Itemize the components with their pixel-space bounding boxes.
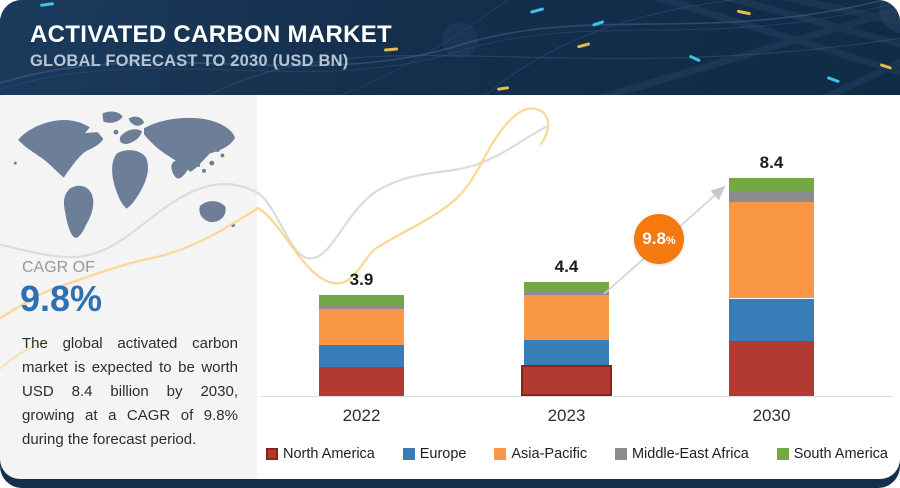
- bar-total-label-2023: 4.4: [554, 256, 579, 276]
- bar-segment-europe-2022: [319, 345, 404, 368]
- legend-swatch-europe: [402, 448, 415, 460]
- world-map: [13, 111, 235, 238]
- cagr-badge-value: 9.8: [642, 229, 666, 248]
- bar-total-label-2030: 8.4: [759, 152, 784, 172]
- x-axis-label-2022: 2022: [342, 406, 381, 425]
- sidebar-summary-panel: CAGR OF 9.8% The global activated carbon…: [0, 95, 257, 479]
- legend-item-europe: Europe: [402, 446, 467, 462]
- content-body: CAGR OF 9.8% The global activated carbon…: [0, 95, 900, 479]
- chart-legend: North America Europe Asia-Pacific Middle-Ea…: [266, 446, 888, 462]
- bar-segment-europe-2030: [729, 298, 814, 342]
- network-lines-decoration: [0, 0, 900, 95]
- legend-label: Middle-East Africa: [631, 446, 749, 462]
- bar-segment-europe-2023: [524, 340, 609, 365]
- header-banner: ACTIVATED CARBON MARKET GLOBAL FORECAST …: [0, 0, 900, 95]
- page-title: ACTIVATED CARBON MARKET: [30, 21, 392, 48]
- legend-label: Europe: [419, 446, 467, 462]
- bar-segment-south-america-2023: [524, 281, 609, 291]
- legend-item-asia-pacific: Asia-Pacific: [494, 446, 587, 462]
- legend-item-middle-east-africa: Middle-East Africa: [614, 446, 749, 462]
- bar-segment-middle-east-africa-2030: [729, 191, 814, 203]
- growth-trend-arrow: [603, 185, 726, 295]
- legend-label: North America: [283, 446, 375, 462]
- stacked-bar-chart: 9.8% 3.9 2022 4.4 2023 8.4 2030: [257, 95, 900, 479]
- legend-item-south-america: South America: [776, 446, 888, 462]
- cagr-badge-percent: %: [665, 235, 676, 247]
- legend-item-north-america: North America: [266, 446, 375, 462]
- x-axis-line: [261, 396, 892, 397]
- header-text-block: ACTIVATED CARBON MARKET GLOBAL FORECAST …: [30, 21, 392, 71]
- bar-segment-middle-east-africa-2023: [524, 290, 609, 295]
- cagr-badge: 9.8%: [634, 214, 684, 264]
- legend-label: South America: [793, 446, 888, 462]
- chart-area: 9.8% 3.9 2022 4.4 2023 8.4 2030 North America…: [257, 95, 900, 479]
- market-description: The global activated carbon market is ex…: [22, 335, 238, 448]
- legend-swatch-north-america: [266, 448, 278, 460]
- legend-swatch-asia-pacific: [494, 448, 507, 460]
- bar-segment-north-america-2022: [319, 367, 404, 396]
- cagr-value: 9.8%: [20, 278, 103, 319]
- bar-segment-north-america-2030: [729, 341, 814, 396]
- legend-swatch-middle-east-africa: [614, 448, 627, 460]
- bar-segment-asia-pacific-2030: [729, 202, 814, 299]
- x-axis-label-2023: 2023: [547, 406, 586, 425]
- x-axis-label-2030: 2030: [752, 406, 791, 425]
- legend-swatch-south-america: [776, 448, 789, 460]
- bar-segment-north-america-2023: [521, 364, 612, 396]
- bar-segment-south-america-2030: [729, 177, 814, 192]
- legend-label: Asia-Pacific: [511, 446, 588, 462]
- page-subtitle: GLOBAL FORECAST TO 2030 (USD BN): [30, 52, 349, 70]
- cagr-label: CAGR OF: [22, 259, 95, 276]
